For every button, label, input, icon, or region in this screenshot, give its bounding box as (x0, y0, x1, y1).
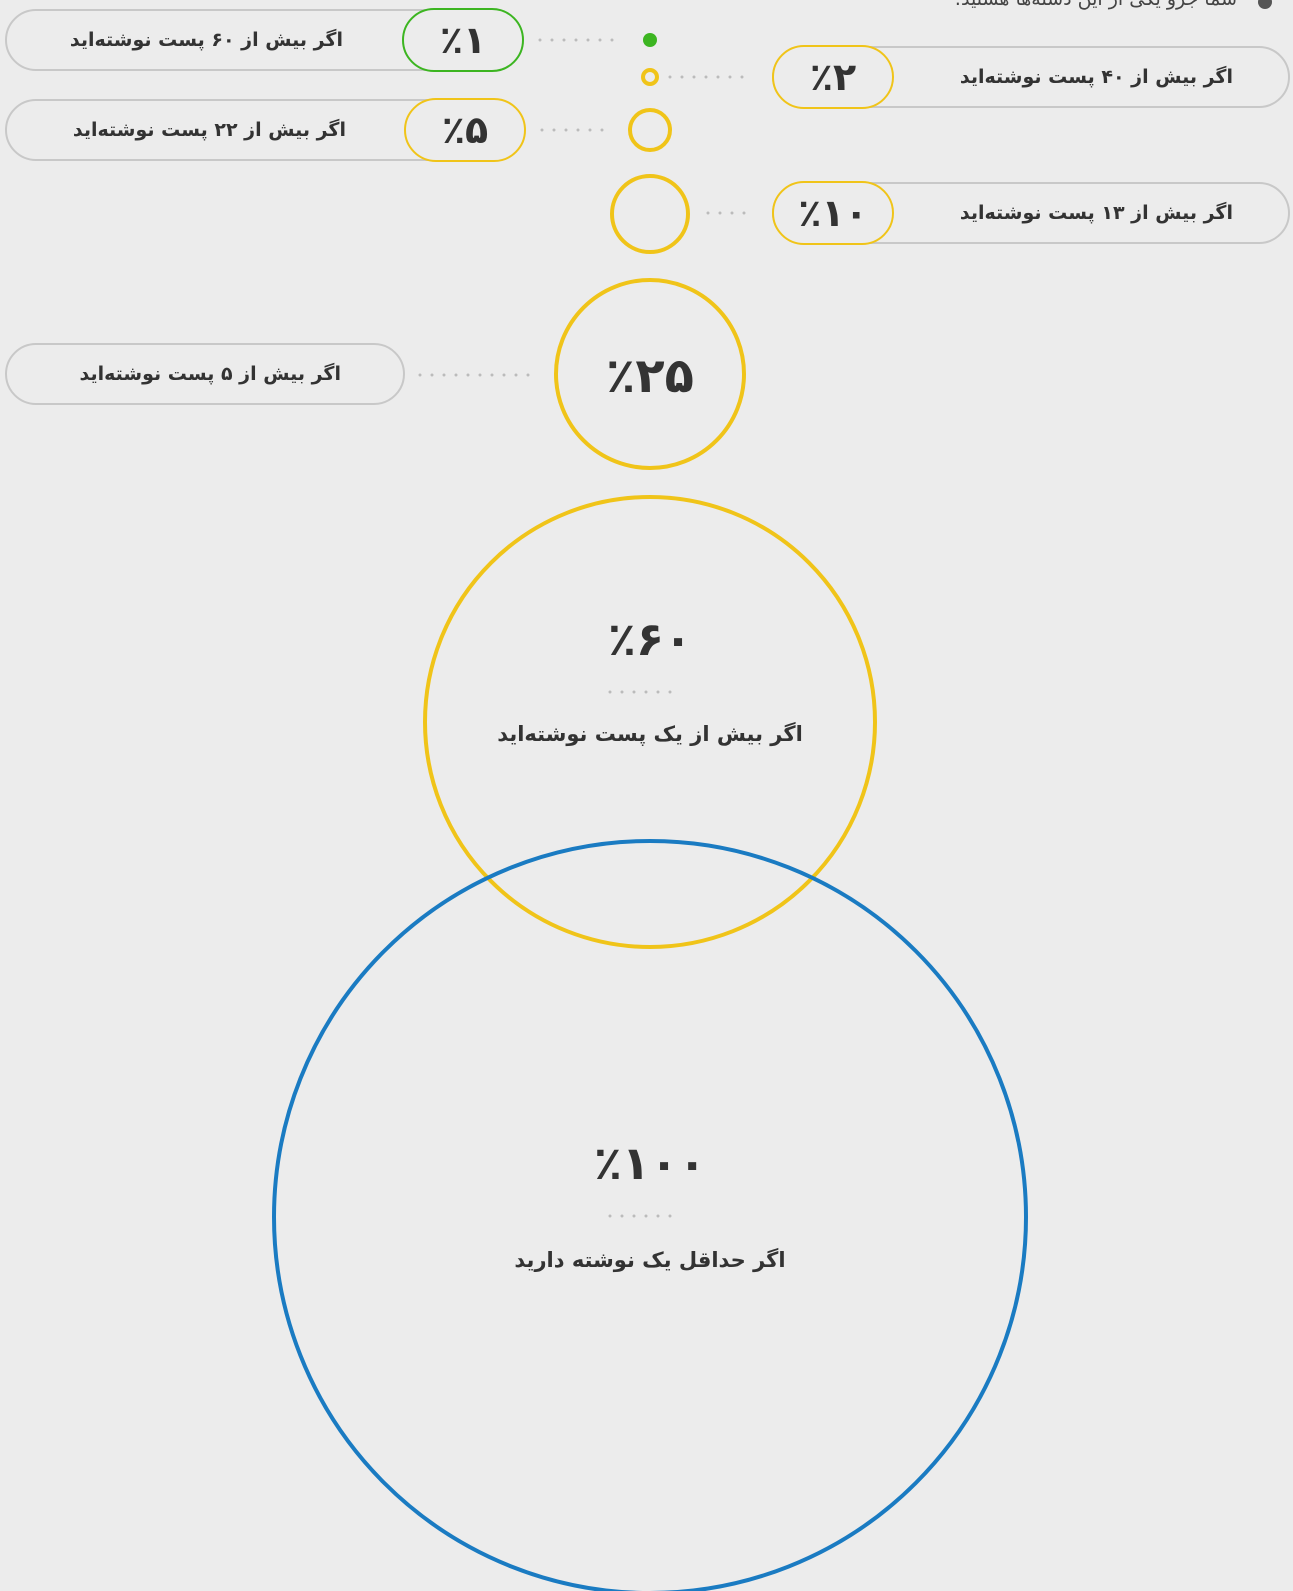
label: اگر بیش از ۶۰ پست نوشته‌اید (69, 29, 343, 51)
label: اگر بیش از ۱۳ پست نوشته‌اید (959, 202, 1233, 224)
pill: اگر بیش از ۵ پست نوشته‌اید (5, 343, 405, 405)
pill: اگر بیش از ۶۰ پست نوشته‌اید (5, 9, 520, 71)
percent: ٪۱۰۰ (593, 1136, 707, 1190)
badge: ٪۲ (772, 45, 894, 109)
circle-60 (423, 495, 877, 949)
circle-25 (554, 278, 746, 470)
percent: ٪۲۵ (606, 348, 694, 404)
circle-10 (610, 174, 690, 254)
badge: ٪۱ (402, 8, 524, 72)
circle-5 (628, 108, 672, 152)
title: شما جزو یکی از این دسته‌ها هستید: (955, 0, 1237, 10)
pill: اگر بیش از ۲۲ پست نوشته‌اید (5, 99, 523, 161)
badge: ٪۵ (404, 98, 526, 162)
label: اگر بیش از ۵ پست نوشته‌اید (79, 363, 342, 385)
pill: اگر بیش از ۱۳ پست نوشته‌اید (772, 182, 1290, 244)
label: اگر بیش از ۲۲ پست نوشته‌اید (72, 119, 346, 141)
bullet (1258, 0, 1272, 9)
label: اگر بیش از یک پست نوشته‌اید (497, 722, 803, 746)
percent: ٪۶۰ (607, 612, 693, 666)
circle-1 (643, 33, 657, 47)
circle-100 (272, 839, 1028, 1591)
label: اگر حداقل یک نوشته دارید (514, 1248, 786, 1272)
badge: ٪۱۰ (772, 181, 894, 245)
label: اگر بیش از ۴۰ پست نوشته‌اید (959, 66, 1233, 88)
circle-2 (641, 68, 659, 86)
pill: اگر بیش از ۴۰ پست نوشته‌اید (772, 46, 1290, 108)
